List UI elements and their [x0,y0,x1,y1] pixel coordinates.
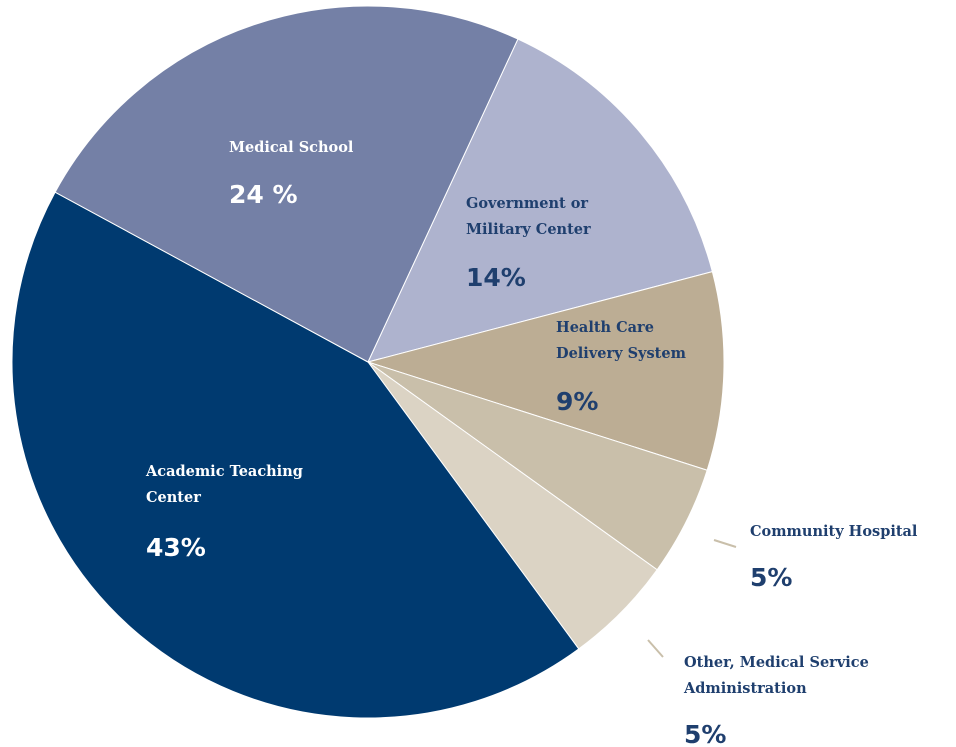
pie-slice [366,271,725,471]
value-label: 14% [466,263,526,292]
slice-label: Community Hospital [750,523,918,540]
slice-label: Academic Teaching Center [146,463,303,506]
value-label: 5% [750,563,793,592]
slice-label: Other, Medical Service Administration [684,654,869,697]
pie-slice [11,191,580,719]
slice-label: Government or Military Center [466,195,591,238]
pie-slice [54,5,519,363]
value-label: 9% [556,387,599,416]
slice-label: Medical School [229,139,354,156]
leader-line [713,539,737,548]
slice-label: Health Care Delivery System [556,319,686,362]
value-label: 5% [684,720,727,747]
leader-line [647,639,664,658]
pie-slice [367,38,713,363]
value-label: 24 % [229,180,298,209]
value-label: 43% [146,533,206,562]
